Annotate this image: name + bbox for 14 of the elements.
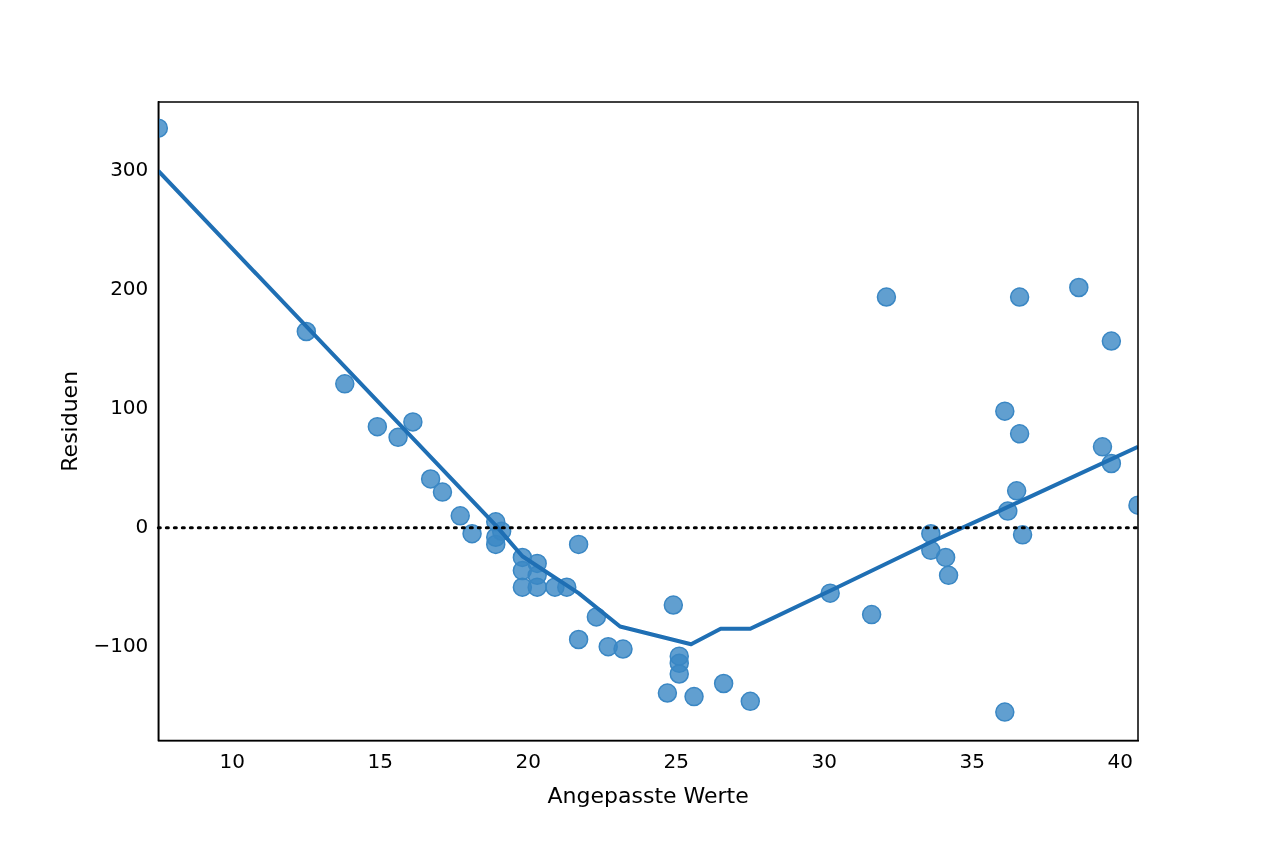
x-tick-label: 40 xyxy=(1107,748,1133,773)
y-tick-label: 200 xyxy=(110,276,149,301)
x-tick-label: 25 xyxy=(663,748,690,773)
x-tick-label: 10 xyxy=(219,748,246,773)
x-axis-title: Angepasste Werte xyxy=(547,782,749,808)
x-tick-label: 30 xyxy=(811,748,837,773)
y-axis-title: Residuen xyxy=(56,370,82,472)
y-tick-label: −100 xyxy=(93,632,149,657)
x-tick-label: 35 xyxy=(959,748,985,773)
x-tick-label: 15 xyxy=(367,748,394,773)
y-tick-label: 100 xyxy=(110,395,149,420)
y-tick-label: 0 xyxy=(135,513,149,538)
y-tick-label: 300 xyxy=(110,157,149,182)
x-tick-label: 20 xyxy=(515,748,542,773)
